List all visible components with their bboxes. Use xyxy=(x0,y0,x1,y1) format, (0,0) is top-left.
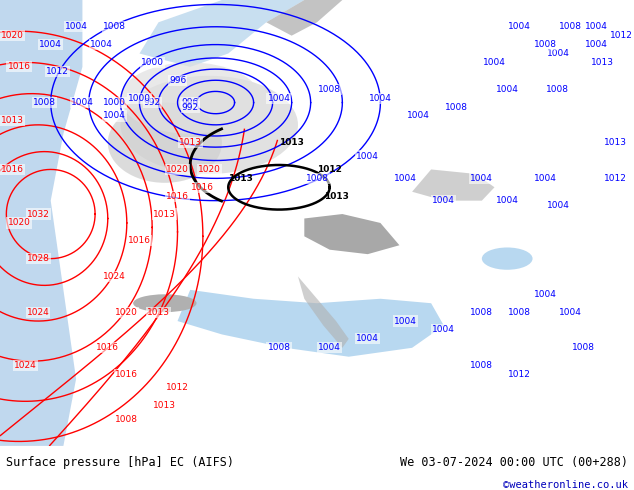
Text: 996: 996 xyxy=(169,76,186,85)
Polygon shape xyxy=(266,0,342,36)
Text: 1012: 1012 xyxy=(166,384,189,392)
Text: 1004: 1004 xyxy=(90,40,113,49)
Text: 1024: 1024 xyxy=(27,308,49,317)
Ellipse shape xyxy=(133,294,197,312)
Text: 1016: 1016 xyxy=(8,62,30,72)
Text: 1016: 1016 xyxy=(128,236,151,245)
Ellipse shape xyxy=(120,62,260,134)
Text: 1004: 1004 xyxy=(496,85,519,94)
Ellipse shape xyxy=(108,102,222,183)
Text: 1012: 1012 xyxy=(604,174,626,183)
Text: 1013: 1013 xyxy=(147,308,170,317)
Text: 1004: 1004 xyxy=(559,308,582,317)
Text: 1004: 1004 xyxy=(470,174,493,183)
Text: 1016: 1016 xyxy=(191,183,214,192)
Ellipse shape xyxy=(120,76,298,174)
Text: 1032: 1032 xyxy=(27,210,49,219)
Text: 1004: 1004 xyxy=(547,200,569,210)
Text: 1013: 1013 xyxy=(153,210,176,219)
Polygon shape xyxy=(304,214,399,254)
Text: 1013: 1013 xyxy=(279,138,304,147)
Text: 1004: 1004 xyxy=(432,325,455,335)
Text: 1020: 1020 xyxy=(1,31,24,40)
Text: 1020: 1020 xyxy=(115,308,138,317)
Text: Surface pressure [hPa] EC (AIFS): Surface pressure [hPa] EC (AIFS) xyxy=(6,456,235,469)
Text: 1008: 1008 xyxy=(318,85,341,94)
Text: 1008: 1008 xyxy=(33,98,56,107)
Polygon shape xyxy=(0,0,82,446)
Text: 1004: 1004 xyxy=(585,22,607,31)
Text: 1008: 1008 xyxy=(103,22,126,31)
Text: 1004: 1004 xyxy=(65,22,87,31)
Text: 1004: 1004 xyxy=(268,94,290,102)
Text: ©weatheronline.co.uk: ©weatheronline.co.uk xyxy=(503,480,628,490)
Text: 1008: 1008 xyxy=(470,308,493,317)
Text: 1012: 1012 xyxy=(317,165,342,174)
Text: 1008: 1008 xyxy=(547,85,569,94)
Text: 1004: 1004 xyxy=(394,174,417,183)
Text: We 03-07-2024 00:00 UTC (00+288): We 03-07-2024 00:00 UTC (00+288) xyxy=(399,456,628,469)
Text: 1004: 1004 xyxy=(432,196,455,205)
Text: 1016: 1016 xyxy=(115,370,138,379)
Text: 996: 996 xyxy=(181,98,199,107)
Text: 1012: 1012 xyxy=(46,67,68,76)
Text: 1020: 1020 xyxy=(166,165,189,174)
Text: 1004: 1004 xyxy=(534,290,557,299)
Text: 1004: 1004 xyxy=(369,94,392,102)
Polygon shape xyxy=(298,276,349,348)
Text: 1013: 1013 xyxy=(179,138,202,147)
Text: 992: 992 xyxy=(143,98,161,107)
Text: 1004: 1004 xyxy=(483,58,506,67)
Text: 1004: 1004 xyxy=(534,174,557,183)
Text: 1016: 1016 xyxy=(166,192,189,201)
Text: 1008: 1008 xyxy=(470,361,493,370)
Text: 1013: 1013 xyxy=(228,174,254,183)
Text: 1028: 1028 xyxy=(27,254,49,263)
Polygon shape xyxy=(178,290,444,357)
Text: 1012: 1012 xyxy=(508,370,531,379)
Text: 1004: 1004 xyxy=(356,334,379,343)
Text: 1004: 1004 xyxy=(103,111,126,121)
Text: 1013: 1013 xyxy=(153,401,176,410)
Text: 1016: 1016 xyxy=(1,165,24,174)
Text: 1013: 1013 xyxy=(604,138,626,147)
Text: 1004: 1004 xyxy=(496,196,519,205)
Text: 1008: 1008 xyxy=(572,343,595,352)
Text: 1000: 1000 xyxy=(128,94,151,102)
Ellipse shape xyxy=(482,247,533,270)
Text: 1008: 1008 xyxy=(534,40,557,49)
Text: 992: 992 xyxy=(181,102,199,112)
Text: 1008: 1008 xyxy=(508,308,531,317)
Text: 1008: 1008 xyxy=(306,174,328,183)
Text: 1000: 1000 xyxy=(103,98,126,107)
Text: 1008: 1008 xyxy=(268,343,290,352)
Text: 1004: 1004 xyxy=(71,98,94,107)
Text: 1013: 1013 xyxy=(1,116,24,125)
Text: 1012: 1012 xyxy=(610,31,633,40)
Text: 1020: 1020 xyxy=(8,219,30,227)
Text: 1013: 1013 xyxy=(591,58,614,67)
Text: 1024: 1024 xyxy=(103,272,126,281)
Text: 1004: 1004 xyxy=(407,111,430,121)
Text: 1004: 1004 xyxy=(508,22,531,31)
Text: 1000: 1000 xyxy=(141,58,164,67)
Text: 1024: 1024 xyxy=(14,361,37,370)
Text: 1008: 1008 xyxy=(115,415,138,424)
Text: 1004: 1004 xyxy=(394,317,417,325)
Text: 1004: 1004 xyxy=(39,40,62,49)
Text: 1008: 1008 xyxy=(445,102,468,112)
Polygon shape xyxy=(139,0,304,67)
Text: 1020: 1020 xyxy=(198,165,221,174)
Text: 1008: 1008 xyxy=(559,22,582,31)
Text: 1004: 1004 xyxy=(585,40,607,49)
Text: 1004: 1004 xyxy=(547,49,569,58)
Text: 1013: 1013 xyxy=(323,192,349,201)
Polygon shape xyxy=(412,170,495,201)
Text: 1004: 1004 xyxy=(318,343,341,352)
Text: 1004: 1004 xyxy=(356,151,379,161)
Text: 1016: 1016 xyxy=(96,343,119,352)
